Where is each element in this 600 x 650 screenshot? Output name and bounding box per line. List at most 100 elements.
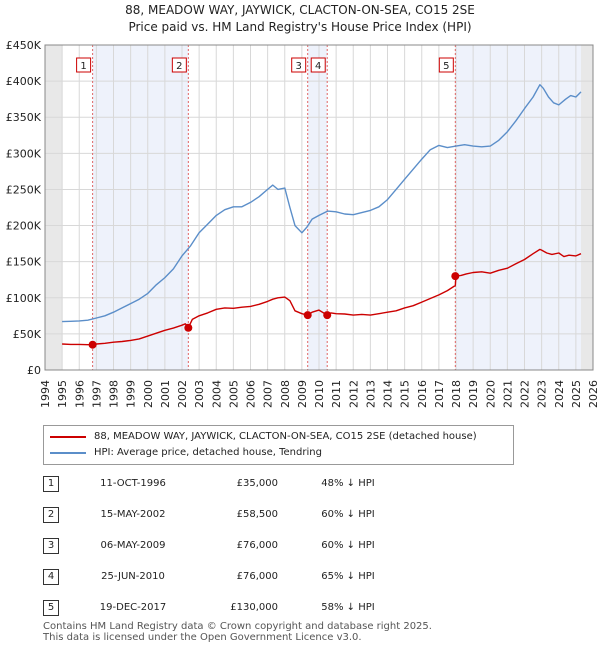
sale-label-box <box>291 57 307 73</box>
x-tick-label: 2000 <box>142 380 155 408</box>
x-tick-label: 2009 <box>296 380 309 408</box>
sale-row: 5 19-DEC-2017 £130,000 58% ↓ HPI <box>43 598 563 618</box>
no-data-span <box>45 45 63 370</box>
legend-label-hpi: HPI: Average price, detached house, Tend… <box>94 447 322 458</box>
x-tick-label: 2018 <box>450 380 463 408</box>
sale-label-number: 4 <box>315 61 321 72</box>
sale-row: 1 11-OCT-1996 £35,000 48% ↓ HPI <box>43 474 563 494</box>
x-tick-label: 2013 <box>364 380 377 408</box>
sale-number-badge: 4 <box>43 569 59 585</box>
property-price-line <box>62 248 582 346</box>
title-line-2: Price paid vs. HM Land Registry's House … <box>128 20 472 34</box>
sale-number-badge: 1 <box>43 476 59 492</box>
x-tick-label: 2025 <box>570 380 583 408</box>
legend: 88, MEADOW WAY, JAYWICK, CLACTON-ON-SEA,… <box>43 425 514 465</box>
x-tick-label: 2006 <box>245 380 258 408</box>
x-tick-label: 2017 <box>433 380 446 408</box>
x-tick-label: 2007 <box>262 380 275 408</box>
x-tick-label: 1998 <box>108 380 121 408</box>
y-tick-label: £150K <box>6 256 42 269</box>
sale-label-box <box>76 57 92 73</box>
sale-point <box>184 323 193 332</box>
x-tick-label: 2014 <box>382 380 395 408</box>
y-tick-label: £250K <box>6 183 42 196</box>
x-tick-label: 2021 <box>501 380 514 408</box>
x-tick-label: 2020 <box>484 380 497 408</box>
x-tick-label: 1994 <box>39 380 52 408</box>
ownership-span <box>307 45 328 370</box>
sale-point <box>451 272 460 281</box>
y-tick-label: £50K <box>13 328 42 341</box>
sale-point <box>303 311 312 320</box>
sale-date: 06-MAY-2009 <box>100 540 166 551</box>
sale-label-number: 2 <box>176 61 182 72</box>
ownership-span <box>455 45 582 370</box>
legend-swatch-blue <box>50 451 86 454</box>
hpi-line <box>62 84 582 323</box>
legend-swatch-red <box>50 435 86 438</box>
x-tick-label: 2004 <box>210 380 223 408</box>
x-tick-label: 1999 <box>125 380 138 408</box>
sale-number-badge: 2 <box>43 507 59 523</box>
sale-label-box <box>310 57 326 73</box>
chart-title: 88, MEADOW WAY, JAYWICK, CLACTON-ON-SEA,… <box>0 2 600 36</box>
legend-label-property: 88, MEADOW WAY, JAYWICK, CLACTON-ON-SEA,… <box>94 431 477 442</box>
x-tick-label: 2022 <box>519 380 532 408</box>
x-tick-label: 2012 <box>347 380 360 408</box>
sale-date: 15-MAY-2002 <box>100 509 166 520</box>
y-tick-label: £300K <box>6 147 42 160</box>
y-tick-label: £400K <box>6 75 42 88</box>
x-tick-label: 2016 <box>416 380 429 408</box>
sale-label-box <box>171 57 187 73</box>
sale-hpi-diff: 60% ↓ HPI <box>321 509 375 520</box>
legend-item-hpi: HPI: Average price, detached house, Tend… <box>50 447 322 458</box>
sale-date: 11-OCT-1996 <box>100 478 166 489</box>
x-tick-label: 2024 <box>553 380 566 408</box>
x-tick-label: 2003 <box>193 380 206 408</box>
y-tick-label: £200K <box>6 220 42 233</box>
sale-date: 19-DEC-2017 <box>99 602 167 613</box>
sale-price: £76,000 <box>236 571 278 582</box>
sale-price: £76,000 <box>236 540 278 551</box>
sale-hpi-diff: 58% ↓ HPI <box>321 602 375 613</box>
sale-row: 4 25-JUN-2010 £76,000 65% ↓ HPI <box>43 567 563 587</box>
sale-point <box>88 340 97 349</box>
sale-row: 2 15-MAY-2002 £58,500 60% ↓ HPI <box>43 505 563 525</box>
sale-hpi-diff: 60% ↓ HPI <box>321 540 375 551</box>
ownership-span <box>92 45 189 370</box>
sale-price: £58,500 <box>236 509 278 520</box>
x-tick-label: 2015 <box>399 380 412 408</box>
footer: Contains HM Land Registry data © Crown c… <box>43 621 432 643</box>
y-tick-label: £0 <box>27 364 41 377</box>
legend-item-property: 88, MEADOW WAY, JAYWICK, CLACTON-ON-SEA,… <box>50 431 477 442</box>
x-tick-label: 1997 <box>90 380 103 408</box>
sale-label-number: 1 <box>80 61 86 72</box>
sale-label-number: 5 <box>443 61 449 72</box>
x-tick-label: 2002 <box>176 380 189 408</box>
y-tick-label: £350K <box>6 111 42 124</box>
x-tick-label: 2011 <box>330 380 343 408</box>
plot-frame <box>44 44 594 371</box>
y-tick-label: £450K <box>6 39 42 52</box>
x-tick-label: 1996 <box>73 380 86 408</box>
sale-row: 3 06-MAY-2009 £76,000 60% ↓ HPI <box>43 536 563 556</box>
sale-price: £35,000 <box>236 478 278 489</box>
sale-number-badge: 5 <box>43 600 59 616</box>
footer-copyright: Contains HM Land Registry data © Crown c… <box>43 621 432 632</box>
x-tick-label: 2001 <box>159 380 172 408</box>
sale-point <box>323 311 332 320</box>
title-line-1: 88, MEADOW WAY, JAYWICK, CLACTON-ON-SEA,… <box>125 3 475 17</box>
x-tick-label: 2008 <box>279 380 292 408</box>
x-tick-label: 1995 <box>56 380 69 408</box>
x-tick-label: 2005 <box>227 380 240 408</box>
sale-label-box <box>438 57 454 73</box>
sale-hpi-diff: 65% ↓ HPI <box>321 571 375 582</box>
sale-hpi-diff: 48% ↓ HPI <box>321 478 375 489</box>
no-data-span <box>581 45 593 370</box>
price-chart: 1 2 3 4 5 £0 £50K £100K £150K £200K £250K £300K £350… <box>6 39 600 408</box>
footer-licence: This data is licensed under the Open Gov… <box>43 632 362 643</box>
x-tick-label: 2010 <box>313 380 326 408</box>
sale-number-badge: 3 <box>43 538 59 554</box>
x-tick-label: 2019 <box>467 380 480 408</box>
x-tick-label: 2026 <box>587 380 600 408</box>
